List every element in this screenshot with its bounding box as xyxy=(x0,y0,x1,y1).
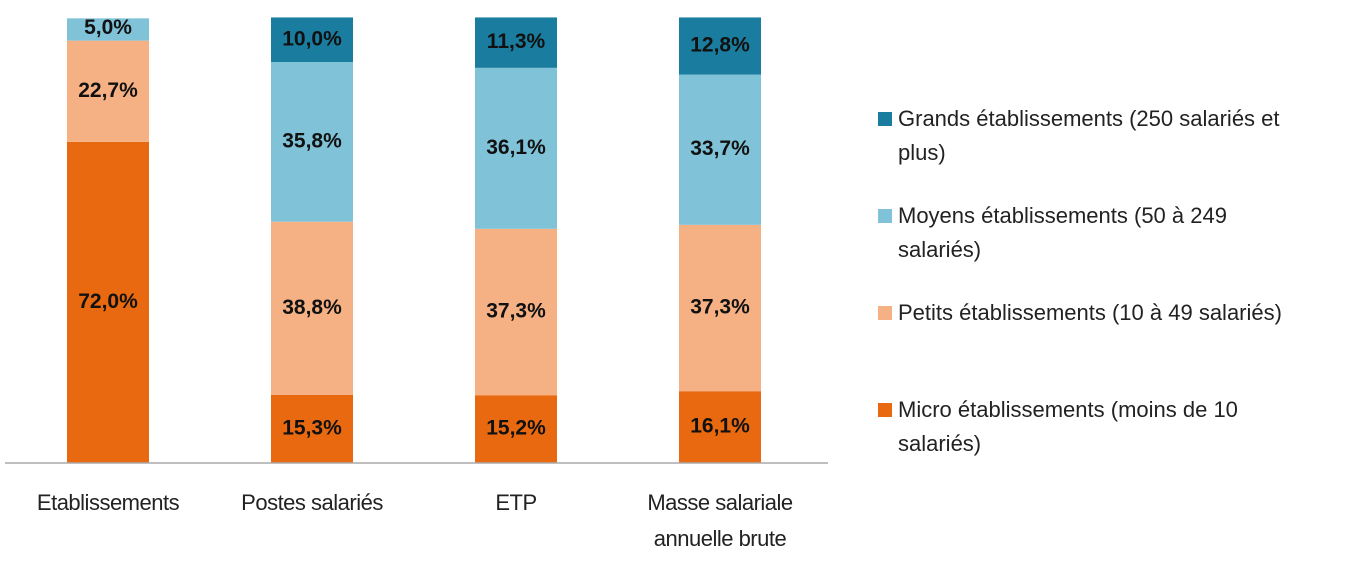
value-label: 22,7% xyxy=(78,79,138,102)
x-tick-label: Etablissements xyxy=(36,490,180,515)
bar-segment xyxy=(475,67,557,229)
legend-entry: Petits établissements (10 à 49 salariés) xyxy=(878,296,1318,330)
value-label: 38,8% xyxy=(282,296,342,319)
legend-entry: Moyens établissements (50 à 249 salariés… xyxy=(878,199,1318,267)
value-label: 37,3% xyxy=(690,296,750,319)
legend-swatch xyxy=(878,209,892,223)
value-label: 72,0% xyxy=(78,290,138,313)
bar-segment xyxy=(475,228,557,396)
legend-entry: Grands établissements (250 salariés et p… xyxy=(878,102,1318,170)
bar-segment xyxy=(679,224,761,392)
bar-segment xyxy=(475,395,557,463)
bar-segment xyxy=(271,62,353,222)
legend-swatch xyxy=(878,306,892,320)
legend-swatch xyxy=(878,403,892,417)
bar-segment xyxy=(67,18,149,41)
legend-label: Moyens établissements (50 à 249 salariés… xyxy=(898,203,1227,262)
value-label: 35,8% xyxy=(282,129,342,152)
bar-segment xyxy=(679,391,761,463)
legend-label: Petits établissements (10 à 49 salariés) xyxy=(898,300,1282,325)
legend-swatch xyxy=(878,112,892,126)
bar-segment xyxy=(679,74,761,225)
value-label: 36,1% xyxy=(486,136,546,159)
bar-segment xyxy=(271,221,353,395)
value-label: 16,1% xyxy=(690,415,750,438)
value-label: 11,3% xyxy=(487,30,546,53)
x-tick-label: Postes salariés xyxy=(241,490,383,515)
bar-segment xyxy=(475,17,557,68)
legend-label: Grands établissements (250 salariés et p… xyxy=(898,106,1280,165)
bar-segment xyxy=(271,17,353,63)
x-tick-label: ETP xyxy=(495,490,537,515)
value-label: 15,3% xyxy=(282,416,342,439)
legend-label: Micro établissements (moins de 10 salari… xyxy=(898,397,1238,456)
bar-segment xyxy=(271,394,353,463)
value-label: 10,0% xyxy=(282,27,342,50)
value-label: 37,3% xyxy=(486,300,546,323)
value-label: 33,7% xyxy=(690,137,750,160)
value-label: 12,8% xyxy=(690,34,750,57)
bar-segment xyxy=(67,40,149,142)
value-label: 5,0% xyxy=(84,16,132,39)
bar-segment xyxy=(679,17,761,75)
value-label: 15,2% xyxy=(486,417,546,440)
legend-entry: Micro établissements (moins de 10 salari… xyxy=(878,393,1318,461)
bar-segment xyxy=(67,141,149,463)
x-tick-label: Masse salariale annuelle brute xyxy=(647,490,793,551)
